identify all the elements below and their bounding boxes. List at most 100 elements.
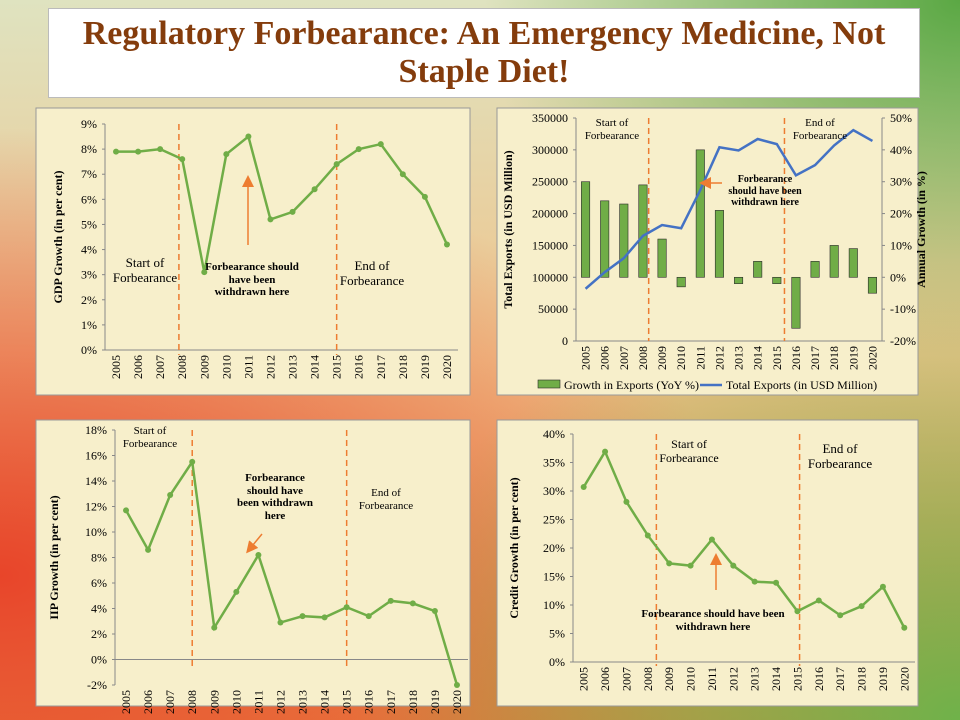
data-point	[179, 156, 186, 163]
chart-frame	[496, 419, 919, 707]
y-axis-title: IIP Growth (in per cent)	[47, 495, 61, 619]
annotation: Forbearance should have been withdrawn h…	[205, 261, 299, 299]
data-line	[584, 128, 874, 290]
x-tick-label: 2017	[833, 667, 847, 691]
x-tick-label: 2007	[163, 690, 177, 714]
slide-title: Regulatory Forbearance: An Emergency Med…	[48, 8, 920, 98]
data-point	[409, 600, 416, 607]
x-tick-label: 2013	[296, 690, 310, 714]
y2-tick-label: -10%	[890, 302, 916, 316]
y2-axis-title: Annual Growth (in %)	[914, 171, 928, 288]
x-tick-label: 2009	[197, 355, 211, 379]
y-tick-label: 300000	[532, 143, 568, 157]
data-point	[211, 624, 218, 631]
y-tick-label: 4%	[81, 243, 97, 257]
bar	[753, 261, 763, 278]
y2-tick-label: 30%	[890, 175, 912, 189]
data-point	[321, 614, 328, 621]
x-tick-label: 2008	[641, 667, 655, 691]
annotation: Forbearance should have been withdrawn h…	[728, 174, 802, 208]
data-point	[245, 133, 252, 140]
x-tick-label: 2010	[674, 346, 688, 370]
annotation: End of Forbearance	[358, 487, 414, 512]
y-tick-label: -2%	[87, 678, 107, 692]
annotation: Start of Forbearance	[584, 117, 640, 142]
x-tick-label: 2006	[598, 346, 612, 370]
data-point	[708, 536, 715, 543]
x-tick-label: 2005	[109, 355, 123, 379]
data-point	[730, 562, 737, 569]
x-tick-label: 2014	[769, 667, 783, 691]
bar	[734, 276, 744, 284]
x-tick-label: 2008	[636, 346, 650, 370]
data-point	[377, 141, 384, 148]
data-point	[333, 161, 340, 168]
x-tick-label: 2009	[207, 690, 221, 714]
x-tick-label: 2015	[340, 690, 354, 714]
data-point	[794, 608, 801, 615]
data-point	[355, 146, 362, 153]
annotation: Forbearance should have been withdrawn h…	[236, 472, 314, 522]
data-line	[124, 458, 459, 686]
y-tick-label: 10%	[543, 598, 565, 612]
y-tick-label: 30%	[543, 484, 565, 498]
bar	[714, 210, 724, 278]
data-point	[255, 551, 262, 558]
bar	[848, 248, 858, 278]
x-tick-label: 2017	[808, 346, 822, 370]
y-tick-label: 8%	[81, 142, 97, 156]
data-point	[879, 583, 886, 590]
bar	[791, 276, 801, 329]
y-tick-label: 0	[562, 334, 568, 348]
data-point	[815, 597, 822, 604]
y2-tick-label: -20%	[890, 334, 916, 348]
y-tick-label: 1%	[81, 318, 97, 332]
y-tick-label: 2%	[91, 627, 107, 641]
y2-tick-label: 20%	[890, 207, 912, 221]
y2-tick-label: 10%	[890, 238, 912, 252]
data-point	[157, 146, 164, 153]
x-tick-label: 2013	[732, 346, 746, 370]
annotation: End of Forbearance	[792, 117, 848, 142]
data-point	[223, 151, 230, 158]
x-tick-label: 2007	[619, 667, 633, 691]
x-tick-label: 2018	[855, 667, 869, 691]
y-tick-label: 100000	[532, 270, 568, 284]
data-point	[644, 532, 651, 539]
x-tick-label: 2015	[330, 355, 344, 379]
x-tick-label: 2013	[286, 355, 300, 379]
x-tick-label: 2014	[308, 355, 322, 379]
x-tick-label: 2009	[662, 667, 676, 691]
y-tick-label: 0%	[549, 655, 565, 669]
x-tick-label: 2007	[617, 346, 631, 370]
y-axis-title: GDP Growth (in per cent)	[51, 171, 65, 304]
x-tick-label: 2018	[827, 346, 841, 370]
data-point	[602, 448, 609, 455]
x-tick-label: 2010	[219, 355, 233, 379]
bar	[772, 276, 782, 284]
x-tick-label: 2007	[153, 355, 167, 379]
x-tick-label: 2009	[655, 346, 669, 370]
y-tick-label: 5%	[81, 217, 97, 231]
x-tick-label: 2006	[598, 667, 612, 691]
y-tick-label: 0%	[81, 343, 97, 357]
data-point	[751, 578, 758, 585]
data-point	[901, 624, 908, 631]
y-tick-label: 2%	[81, 293, 97, 307]
y-tick-label: 18%	[85, 423, 107, 437]
x-tick-label: 2018	[396, 355, 410, 379]
annotation: Start of Forbearance	[659, 437, 719, 465]
x-tick-label: 2010	[229, 690, 243, 714]
chart-frame	[496, 107, 919, 396]
y-tick-label: 6%	[81, 192, 97, 206]
x-tick-label: 2014	[318, 690, 332, 714]
data-point	[123, 507, 130, 514]
x-tick-label: 2020	[865, 346, 879, 370]
data-point	[135, 148, 142, 155]
data-point	[387, 597, 394, 604]
data-line	[116, 134, 449, 273]
x-tick-label: 2010	[684, 667, 698, 691]
x-tick-label: 2005	[577, 667, 591, 691]
x-tick-label: 2005	[579, 346, 593, 370]
